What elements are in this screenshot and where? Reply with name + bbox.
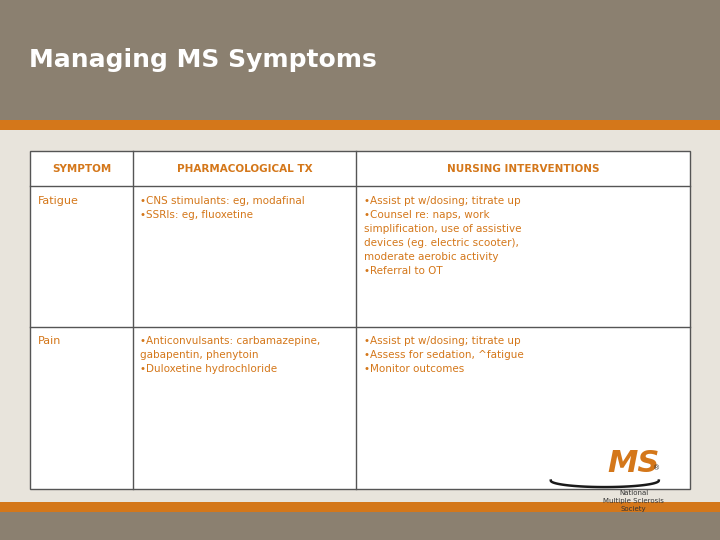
Text: Managing MS Symptoms: Managing MS Symptoms	[29, 48, 377, 72]
Text: Fatigue: Fatigue	[37, 196, 78, 206]
Bar	[0, 120, 720, 130]
Text: •Anticonvulsants: carbamazepine,
gabapentin, phenytoin
•Duloxetine hydrochloride: •Anticonvulsants: carbamazepine, gabapen…	[140, 336, 320, 374]
Bar	[0, 502, 720, 512]
Text: •Assist pt w/dosing; titrate up
•Counsel re: naps, work
simplification, use of a: •Assist pt w/dosing; titrate up •Counsel…	[364, 196, 521, 276]
Text: •Assist pt w/dosing; titrate up
•Assess for sedation, ^fatigue
•Monitor outcomes: •Assist pt w/dosing; titrate up •Assess …	[364, 336, 523, 374]
Bar	[0, 512, 720, 540]
Text: SYMPTOM: SYMPTOM	[52, 164, 112, 174]
Text: NURSING INTERVENTIONS: NURSING INTERVENTIONS	[447, 164, 599, 174]
Bar	[0, 0, 720, 120]
Text: •CNS stimulants: eg, modafinal
•SSRIs: eg, fluoxetine: •CNS stimulants: eg, modafinal •SSRIs: e…	[140, 196, 305, 220]
Text: National
Multiple Sclerosis
Society: National Multiple Sclerosis Society	[603, 490, 664, 512]
Text: Pain: Pain	[37, 336, 60, 347]
Text: MS: MS	[608, 449, 660, 478]
Bar	[30, 151, 690, 489]
Text: ®: ®	[653, 465, 660, 471]
Text: PHARMACOLOGICAL TX: PHARMACOLOGICAL TX	[177, 164, 312, 174]
